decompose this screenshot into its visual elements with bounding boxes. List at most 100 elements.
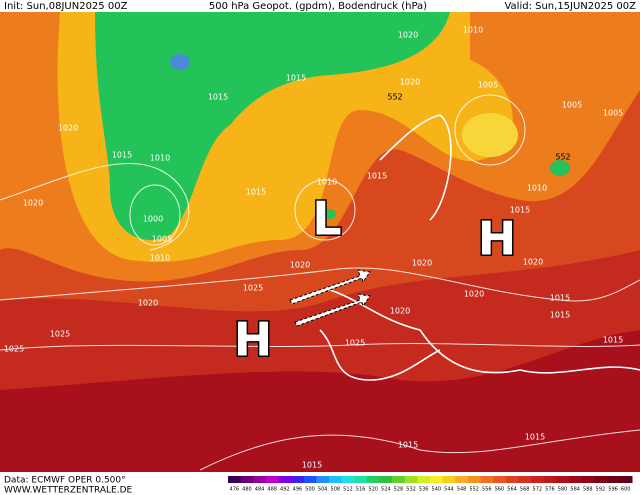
map-fields [0,12,640,472]
colorbar-label: 556 [482,487,492,493]
isobar [294,179,356,241]
coastlines [319,114,640,381]
isobar-label: 1015 [208,93,228,102]
isobar-label: 1015 [525,433,545,442]
header-bar [0,0,640,12]
isobar-label: 1015 [302,461,322,470]
isobar [0,267,640,302]
colorbar-swatch [228,476,242,483]
colorbar-swatch [518,476,532,483]
coastline [319,329,441,381]
isobar-label: 1015 [367,172,387,181]
colorbar-label: 508 [331,487,341,493]
colorbar-swatch [568,476,582,483]
isobar-label: 1020 [400,78,420,87]
geopotential-label: 552 [555,153,570,162]
isobar [0,343,640,351]
field-cold-spot [550,160,570,176]
colorbar-label: 560 [495,487,505,493]
colorbar-swatch [379,476,393,483]
isobar-label: 1005 [152,235,172,244]
colorbar-label: 540 [432,487,442,493]
colorbar-swatch [619,476,633,483]
colorbar-label: 548 [457,487,467,493]
coastline [379,114,452,221]
site: WWW.WETTERZENTRALE.DE [4,486,133,495]
colorbar-swatch [392,476,406,483]
field-coldest-spot [170,54,190,70]
colorbar-label: 524 [381,487,391,493]
colorbar-label: 504 [318,487,328,493]
colorbar-label: 516 [356,487,366,493]
colorbar-label: 528 [394,487,404,493]
coastline [329,289,640,374]
colorbar-swatch [291,476,305,483]
colorbar-label: 500 [305,487,315,493]
isobar-label: 1020 [523,258,543,267]
pressure-system: L [312,192,341,246]
field-cut-off [462,113,518,157]
colorbar-label: 600 [621,487,631,493]
colorbar-label: 552 [469,487,479,493]
colorbar-label: 484 [255,487,265,493]
colorbar-swatch [240,476,254,483]
colorbar-label: 512 [343,487,353,493]
colorbar-swatch [543,476,557,483]
colorbar: 476 480 484 488 492 496 500 504 508 512 516 520 524 5… [228,476,633,493]
colorbar-label: 520 [368,487,378,493]
isobar-label: 1015 [286,74,306,83]
colorbar-swatch [594,476,608,483]
colorbar-label: 588 [583,487,593,493]
isobar-label: 1015 [510,206,530,215]
colorbar-swatch [354,476,368,483]
isobar-label: 1025 [243,284,263,293]
isobar-label: 1020 [398,31,418,40]
isobar-label: 1005 [478,81,498,90]
colorbar-label: 476 [230,487,240,493]
colorbar-label: 536 [419,487,429,493]
colorbar-swatch [505,476,519,483]
arrow [294,293,371,327]
isobar-label: 1010 [527,184,547,193]
isobar-label: 1015 [550,294,570,303]
isobar-label: 1020 [290,261,310,270]
colorbar-label: 572 [533,487,543,493]
isobars [0,94,640,471]
colorbar-swatch [341,476,355,483]
pressure-system: H [234,313,273,367]
colorbar-swatch [581,476,595,483]
colorbar-label: 584 [570,487,580,493]
colorbar-label: 492 [280,487,290,493]
colorbar-label: 488 [267,487,277,493]
isobar [129,184,181,246]
field-cold-spot [324,209,336,219]
isobar-label: 1015 [603,336,623,345]
colorbar-label: 568 [520,487,530,493]
colorbar-swatch [467,476,481,483]
isobar-label: 1015 [550,311,570,320]
isobar-label: 1020 [390,307,410,316]
isobar-label: 1015 [398,441,418,450]
colorbar-label: 576 [545,487,555,493]
map-labels: 1020 1010 1015 1020 1015 1005 1005 1005 1020 1015… [4,26,623,470]
isobar-label: 1010 [463,26,483,35]
data-source: Data: ECMWF OPER 0.500° [4,476,126,486]
colorbar-swatch [278,476,292,483]
geopotential-label: 552 [387,93,402,102]
isobar [199,429,640,471]
isobar-label: 1020 [412,259,432,268]
colorbar-label: 480 [242,487,252,493]
colorbar-label: 592 [596,487,606,493]
isobar [0,162,190,251]
colorbar-swatch [366,476,380,483]
map-title: 500 hPa Geopot. (gpdm), Bodendruck (hPa) [209,1,427,12]
colorbar-swatch [606,476,620,483]
field-hot [0,330,640,472]
isobar-label: 1015 [112,151,132,160]
isobar-label: 1025 [50,330,70,339]
colorbar-swatch [303,476,317,483]
colorbar-swatch [316,476,330,483]
flow-arrows [289,269,371,327]
colorbar-swatch [404,476,418,483]
